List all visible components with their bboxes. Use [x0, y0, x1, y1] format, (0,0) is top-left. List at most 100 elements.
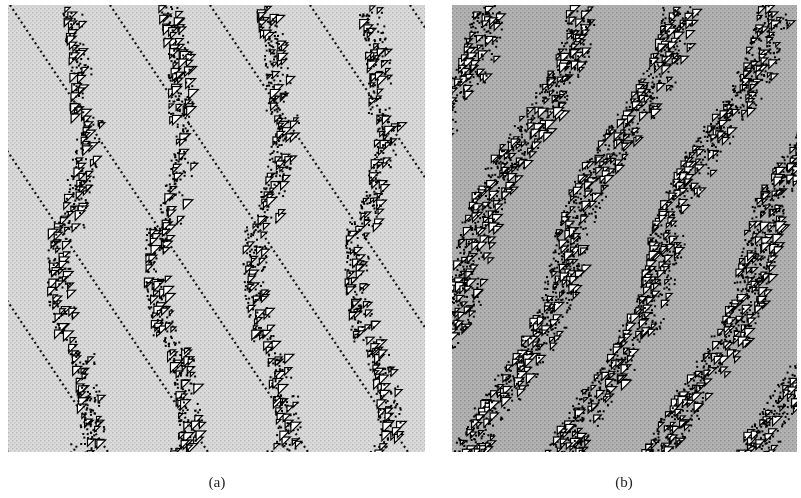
cell	[244, 281, 246, 283]
cell	[84, 377, 86, 379]
cell	[1, 268, 3, 270]
cell	[75, 446, 77, 448]
cell	[253, 230, 255, 232]
triangle	[0, 236, 3, 241]
cell	[167, 199, 169, 201]
cell	[5, 441, 7, 443]
cell	[165, 337, 167, 339]
cell	[85, 461, 87, 463]
cell	[93, 176, 95, 178]
cell	[260, 327, 262, 329]
cell	[365, 238, 367, 240]
cell	[179, 27, 181, 29]
cell	[188, 389, 190, 391]
cell	[378, 455, 380, 457]
cell	[360, 287, 362, 289]
cell	[146, 239, 148, 241]
cell	[358, 320, 360, 322]
cell	[385, 372, 387, 374]
cell	[194, 376, 196, 378]
cell	[79, 43, 81, 45]
cell	[161, 298, 163, 300]
cell	[73, 449, 75, 451]
cell	[381, 397, 383, 399]
cell	[147, 291, 149, 293]
cell	[260, 285, 262, 287]
cell	[177, 387, 179, 389]
cell	[259, 293, 261, 295]
cell	[184, 406, 186, 408]
cell	[278, 144, 280, 146]
cell	[372, 85, 374, 87]
triangle	[1, 407, 6, 412]
cell	[68, 268, 70, 270]
cell	[285, 443, 287, 445]
cell	[3, 220, 5, 222]
cell	[371, 50, 373, 52]
cell	[349, 248, 351, 250]
cell	[74, 18, 76, 20]
cell	[378, 363, 380, 365]
cell	[93, 434, 95, 436]
cell	[178, 417, 180, 419]
cell	[5, 197, 7, 199]
cell	[56, 279, 58, 281]
cell	[71, 53, 73, 55]
cell	[267, 166, 269, 168]
cell	[363, 34, 365, 36]
cell	[151, 243, 153, 245]
cell	[4, 285, 6, 287]
cell	[85, 64, 87, 66]
cell	[52, 307, 54, 309]
cell	[87, 66, 89, 68]
cell	[73, 192, 75, 194]
cell	[187, 96, 189, 98]
cell	[284, 445, 286, 447]
cell	[183, 362, 185, 364]
cell	[160, 204, 162, 206]
cell	[165, 328, 167, 330]
cell	[83, 437, 85, 439]
cell	[395, 154, 397, 156]
cell	[164, 339, 166, 341]
cell	[282, 178, 284, 180]
cell	[276, 142, 278, 144]
cell	[3, 281, 5, 283]
cell	[85, 199, 87, 201]
cell	[178, 67, 180, 69]
cell	[193, 360, 195, 362]
cell	[177, 383, 179, 385]
cell	[4, 200, 6, 202]
cell	[4, 413, 6, 415]
cell	[78, 65, 80, 67]
cell	[94, 163, 96, 165]
cell	[394, 144, 396, 146]
cell	[273, 79, 275, 81]
cell	[150, 306, 152, 308]
cell	[362, 16, 364, 18]
cell	[264, 59, 266, 61]
cell	[262, 196, 264, 198]
cell	[169, 183, 171, 185]
cell	[388, 164, 390, 166]
cell	[0, 416, 1, 418]
cell	[79, 453, 81, 455]
cell	[53, 301, 55, 303]
cell	[369, 102, 371, 104]
cell	[257, 283, 259, 285]
cell	[349, 221, 351, 223]
cell	[376, 174, 378, 176]
triangle	[0, 444, 2, 453]
cell	[298, 417, 300, 419]
cell	[183, 151, 185, 153]
cell	[70, 23, 72, 25]
cell	[268, 85, 270, 87]
cell	[173, 56, 175, 58]
cell	[352, 304, 354, 306]
cell	[290, 414, 292, 416]
cell	[75, 47, 77, 49]
cell	[354, 252, 356, 254]
cell	[68, 191, 70, 193]
cell	[190, 54, 192, 56]
cell	[176, 159, 178, 161]
